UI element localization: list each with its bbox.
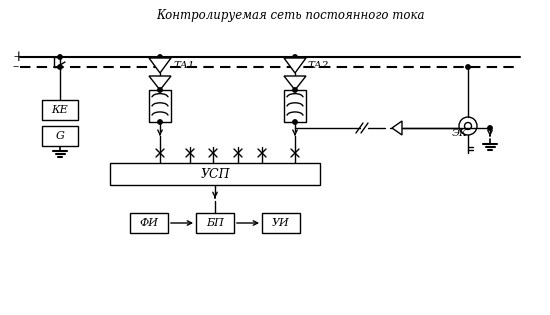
Circle shape: [158, 55, 162, 59]
Text: Контролируемая сеть постоянного тока: Контролируемая сеть постоянного тока: [156, 9, 424, 21]
Circle shape: [293, 65, 297, 69]
Bar: [42, 126, 78, 146]
Circle shape: [58, 55, 62, 59]
Text: –: –: [12, 60, 18, 73]
Circle shape: [58, 65, 62, 69]
Bar: [149, 90, 171, 122]
Bar: [196, 213, 234, 233]
Circle shape: [293, 120, 297, 124]
Polygon shape: [284, 58, 306, 73]
Polygon shape: [149, 58, 171, 73]
Circle shape: [158, 65, 162, 69]
Bar: [130, 213, 168, 233]
Text: БП: БП: [206, 218, 224, 228]
Text: ТА2: ТА2: [308, 60, 329, 70]
Bar: [110, 163, 320, 185]
Circle shape: [293, 55, 297, 59]
Text: ЭК: ЭК: [452, 129, 468, 138]
Bar: [262, 213, 300, 233]
Polygon shape: [284, 76, 306, 90]
Text: ТА1: ТА1: [173, 60, 194, 70]
Text: +: +: [12, 50, 24, 64]
Circle shape: [158, 88, 162, 92]
Circle shape: [293, 88, 297, 92]
Text: КЕ: КЕ: [52, 105, 68, 115]
Text: УСП: УСП: [200, 168, 230, 180]
Bar: [42, 100, 78, 120]
Circle shape: [488, 126, 492, 130]
Text: УИ: УИ: [272, 218, 290, 228]
Circle shape: [158, 120, 162, 124]
Text: ФИ: ФИ: [140, 218, 158, 228]
Polygon shape: [149, 76, 171, 90]
Bar: [284, 90, 306, 122]
Polygon shape: [392, 121, 402, 135]
Text: G: G: [56, 131, 64, 141]
Circle shape: [466, 65, 470, 69]
